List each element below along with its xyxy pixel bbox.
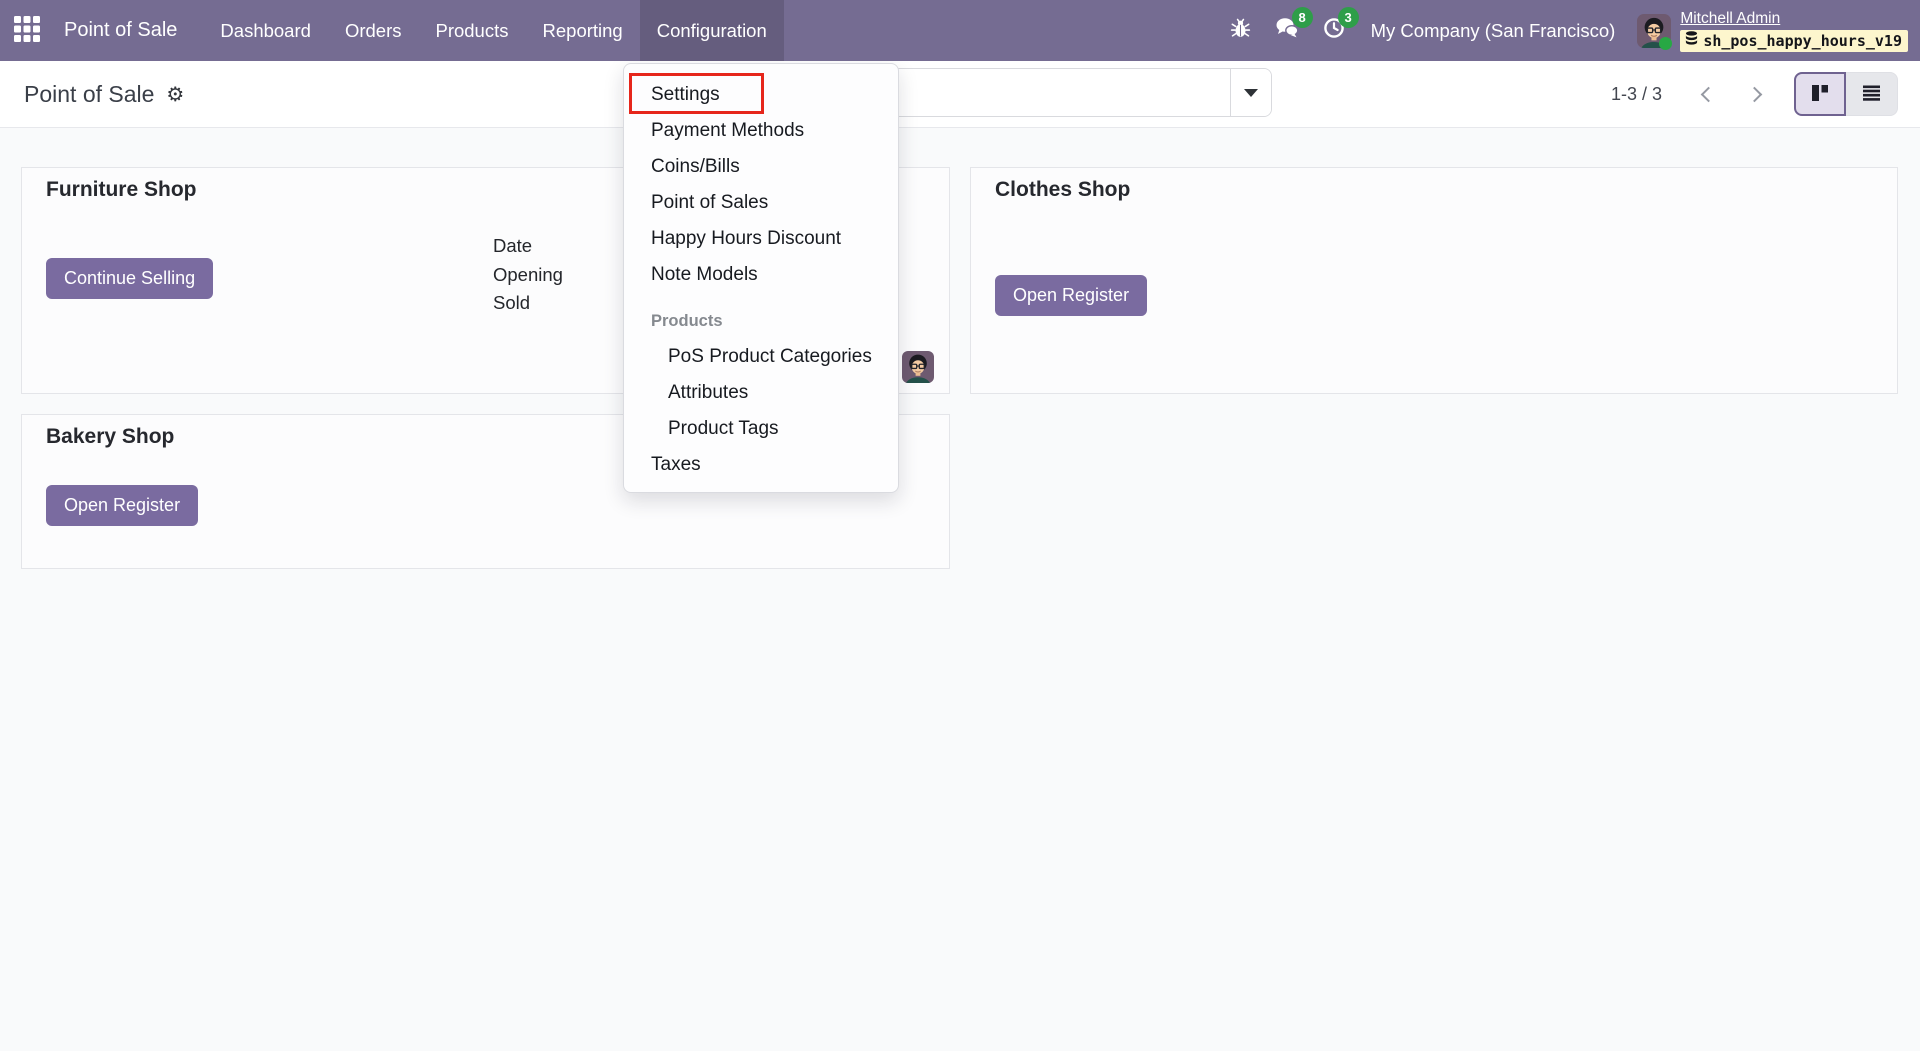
menu-item-attributes[interactable]: Attributes [668, 382, 749, 403]
control-panel: Point of Sale ⚙ 1-3 / 3 [0, 61, 1920, 128]
avatar-image [902, 351, 934, 383]
pos-card-clothes-shop[interactable]: Clothes Shop Open Register [970, 167, 1898, 394]
main-menu: Dashboard Orders Products Reporting Conf… [203, 0, 784, 61]
card-title: Clothes Shop [995, 178, 1131, 201]
gear-icon[interactable]: ⚙ [166, 82, 185, 106]
menu-item-point-of-sales[interactable]: Point of Sales [651, 192, 769, 213]
menu-item-pos-product-categories[interactable]: PoS Product Categories [668, 346, 872, 367]
configuration-dropdown-menu: Settings Payment Methods Coins/Bills Poi… [623, 63, 899, 493]
search-dropdown-toggle[interactable] [1230, 69, 1271, 116]
stat-label-date: Date [493, 235, 533, 256]
top-navbar: Point of Sale Dashboard Orders Products … [0, 0, 1920, 61]
card-title: Bakery Shop [46, 425, 175, 448]
continue-selling-button[interactable]: Continue Selling [46, 258, 214, 299]
menu-section-products: Products [651, 311, 723, 330]
bug-icon [1230, 18, 1251, 44]
pager-area: 1-3 / 3 [1611, 61, 1920, 127]
database-icon [1685, 31, 1698, 50]
clock-icon [1323, 17, 1345, 44]
open-register-button[interactable]: Open Register [995, 275, 1148, 316]
menu-orders[interactable]: Orders [344, 19, 402, 41]
card-title: Furniture Shop [46, 178, 197, 201]
chevron-left-icon [1700, 86, 1716, 102]
user-avatar [1637, 13, 1673, 50]
kanban-view-icon [1811, 84, 1829, 105]
kanban-view-button[interactable] [1794, 72, 1846, 116]
app-brand[interactable]: Point of Sale [64, 19, 178, 41]
menu-item-coins-bills[interactable]: Coins/Bills [651, 156, 740, 177]
menu-item-note-models[interactable]: Note Models [651, 264, 758, 285]
list-view-button[interactable] [1846, 72, 1898, 116]
session-stats: Date Opening Sold [493, 232, 563, 318]
user-name[interactable]: Mitchell Admin [1680, 10, 1781, 27]
menu-item-payment-methods[interactable]: Payment Methods [651, 120, 805, 141]
breadcrumb: Point of Sale ⚙ [24, 61, 184, 127]
stat-label-opening: Opening [493, 263, 563, 285]
apps-grid-icon [14, 16, 40, 45]
pager-previous-button[interactable] [1688, 74, 1728, 114]
db-badge: sh_pos_happy_hours_v19 [1680, 30, 1908, 52]
chevron-right-icon [1746, 86, 1762, 102]
activities-count-badge: 3 [1337, 7, 1359, 28]
menu-configuration[interactable]: Configuration [639, 0, 784, 61]
menu-item-product-tags[interactable]: Product Tags [668, 418, 779, 439]
menu-products[interactable]: Products [435, 19, 509, 41]
user-menu[interactable]: Mitchell Admin sh_pos_happy_hours_v19 [1637, 9, 1908, 52]
caret-down-icon [1244, 88, 1258, 97]
stat-label-sold: Sold [493, 292, 531, 313]
apps-menu-button[interactable] [0, 0, 54, 61]
online-status-dot [1659, 36, 1673, 50]
open-register-button[interactable]: Open Register [46, 485, 199, 526]
db-name: sh_pos_happy_hours_v19 [1703, 31, 1902, 50]
messages-menu-button[interactable]: 8 [1275, 7, 1313, 44]
messages-count-badge: 8 [1291, 7, 1313, 28]
session-user-avatar[interactable] [902, 351, 934, 383]
menu-reporting[interactable]: Reporting [542, 19, 623, 41]
pager-value: 1-3 / 3 [1610, 83, 1662, 104]
navbar-systray: 8 3 My Company (San Francisco) Mi [1230, 7, 1920, 52]
debug-mode-button[interactable] [1230, 18, 1251, 44]
chat-icon [1275, 17, 1299, 44]
menu-item-taxes[interactable]: Taxes [651, 454, 701, 475]
menu-dashboard[interactable]: Dashboard [220, 19, 311, 41]
user-meta: Mitchell Admin sh_pos_happy_hours_v19 [1680, 9, 1908, 52]
page-title: Point of Sale [24, 80, 155, 107]
company-switcher[interactable]: My Company (San Francisco) [1370, 19, 1616, 41]
activities-menu-button[interactable]: 3 [1323, 7, 1359, 44]
menu-item-happy-hours-discount[interactable]: Happy Hours Discount [651, 228, 842, 249]
list-view-icon [1863, 85, 1880, 104]
view-switcher [1794, 72, 1898, 116]
menu-item-settings[interactable]: Settings [651, 84, 720, 105]
pager-next-button[interactable] [1734, 74, 1774, 114]
